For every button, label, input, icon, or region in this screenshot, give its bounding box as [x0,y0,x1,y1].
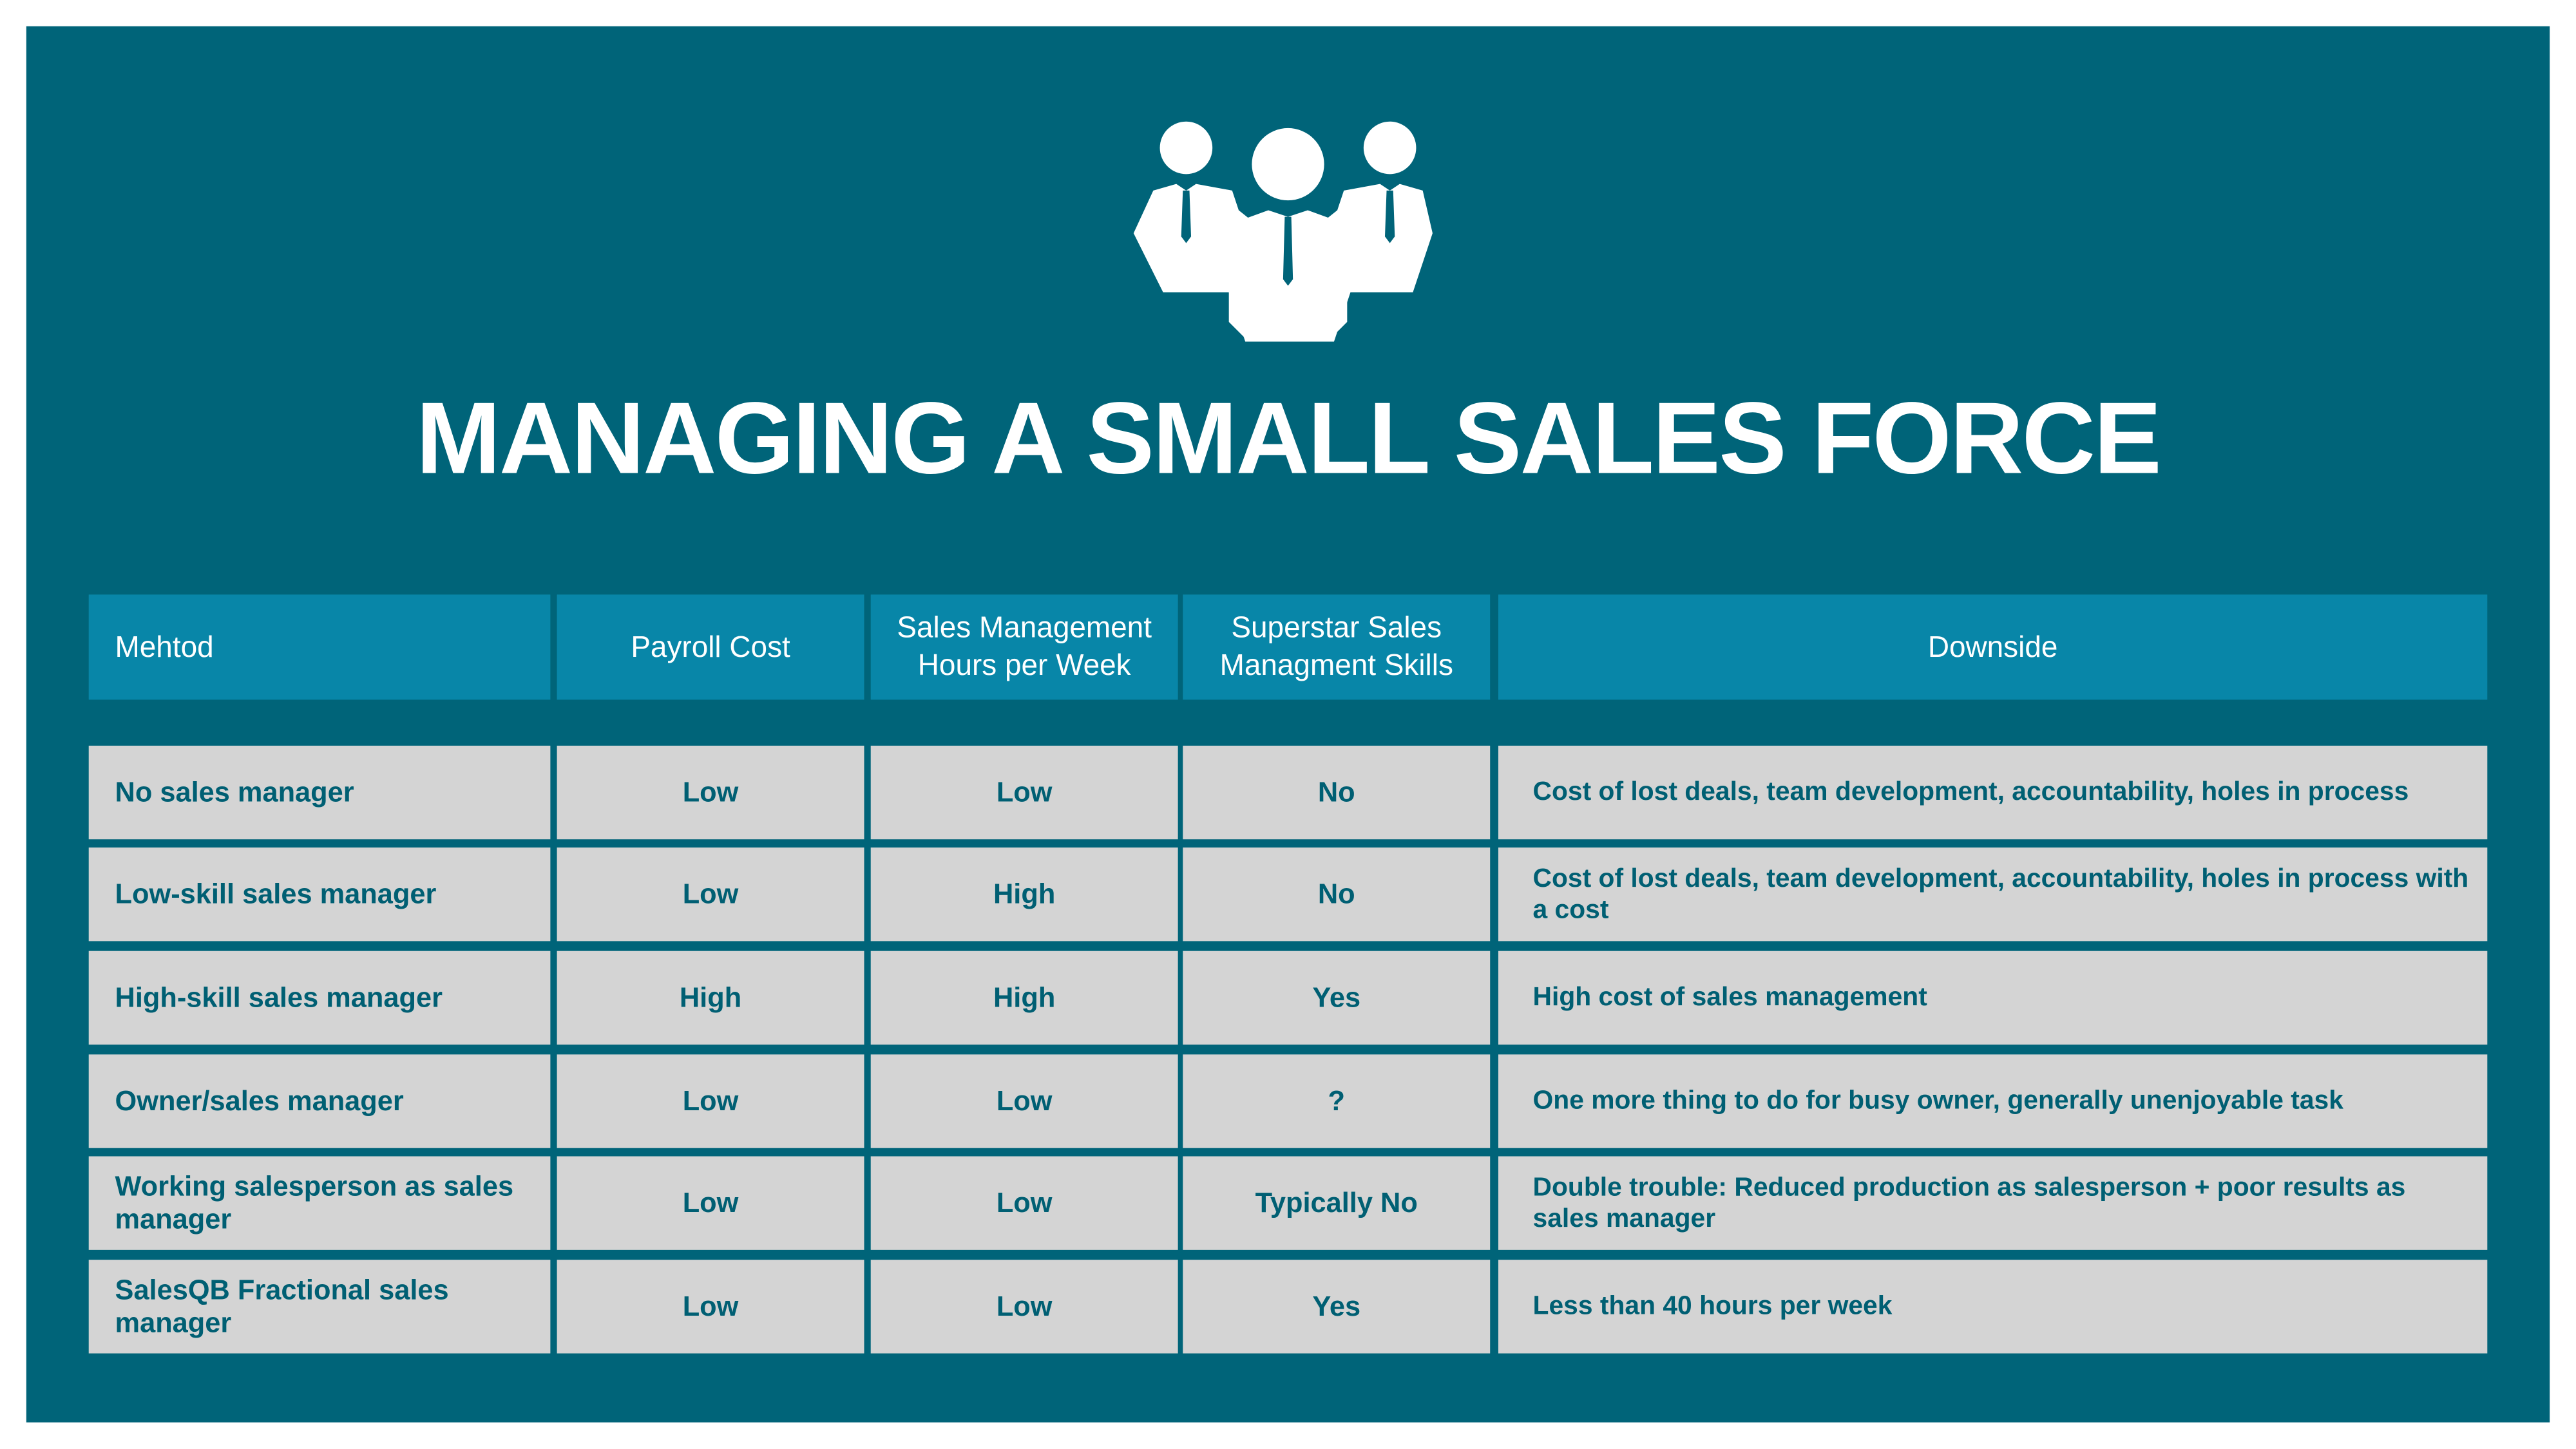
cell-payroll-cost: Low [557,1054,864,1148]
cell-downside: Double trouble: Reduced production as sa… [1498,1156,2488,1250]
cell-method: SalesQB Fractional sales manager [88,1260,551,1354]
header-downside: Downside [1498,594,2488,700]
business-team-icon [1133,121,1433,342]
cell-downside: High cost of sales management [1498,951,2488,1045]
cell-method: High-skill sales manager [88,951,551,1045]
cell-payroll-cost: Low [557,745,864,840]
cell-method: Owner/sales manager [88,1054,551,1148]
cell-management-hours: High [870,951,1178,1045]
header-superstar-skills: Superstar Sales Managment Skills [1183,594,1491,700]
header-payroll-cost: Payroll Cost [557,594,864,700]
cell-management-hours: Low [870,745,1178,840]
cell-payroll-cost: Low [557,848,864,942]
cell-management-hours: Low [870,1054,1178,1148]
cell-superstar-skills: Typically No [1183,1156,1491,1250]
header-management-hours: Sales Management Hours per Week [870,594,1178,700]
cell-superstar-skills: ? [1183,1054,1491,1148]
header-method: Mehtod [88,594,551,700]
cell-downside: Cost of lost deals, team development, ac… [1498,848,2488,942]
cell-method: No sales manager [88,745,551,840]
cell-payroll-cost: Low [557,1260,864,1354]
cell-method: Working salesperson as sales manager [88,1156,551,1250]
cell-downside: Cost of lost deals, team development, ac… [1498,745,2488,840]
cell-management-hours: High [870,848,1178,942]
cell-superstar-skills: Yes [1183,951,1491,1045]
cell-payroll-cost: High [557,951,864,1045]
cell-management-hours: Low [870,1260,1178,1354]
cell-superstar-skills: Yes [1183,1260,1491,1354]
cell-superstar-skills: No [1183,848,1491,942]
page-title: MANAGING A SMALL SALES FORCE [415,383,2162,497]
cell-downside: Less than 40 hours per week [1498,1260,2488,1354]
cell-management-hours: Low [870,1156,1178,1250]
cell-payroll-cost: Low [557,1156,864,1250]
cell-downside: One more thing to do for busy owner, gen… [1498,1054,2488,1148]
cell-superstar-skills: No [1183,745,1491,840]
cell-method: Low-skill sales manager [88,848,551,942]
